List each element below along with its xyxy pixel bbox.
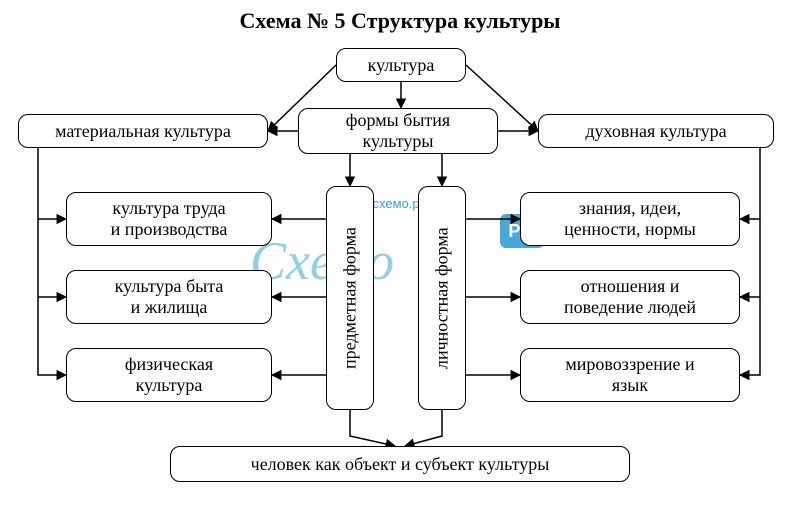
node-label: духовная культура: [585, 121, 726, 142]
node-personal-form: личностная форма: [418, 186, 466, 410]
node-worldview: мировоззрение и язык: [520, 348, 740, 402]
node-label: отношения и поведение людей: [564, 276, 696, 317]
node-object-form: предметная форма: [326, 186, 374, 410]
node-label: мировоззрение и язык: [565, 354, 694, 395]
node-label: физическая культура: [125, 354, 213, 395]
node-physical: физическая культура: [66, 348, 272, 402]
node-label: культура быта и жилища: [115, 276, 224, 317]
node-label: формы бытия культуры: [346, 110, 450, 151]
node-labor: культура труда и производства: [66, 192, 272, 246]
node-label: культура: [368, 55, 435, 76]
node-human: человек как объект и субъект культуры: [170, 446, 630, 482]
node-material: материальная культура: [18, 114, 268, 148]
node-label: материальная культура: [55, 121, 231, 142]
node-label: предметная форма: [340, 227, 361, 369]
diagram-title: Схема № 5 Структура культуры: [0, 8, 800, 34]
node-culture: культура: [336, 48, 466, 82]
node-knowledge: знания, идеи, ценности, нормы: [520, 192, 740, 246]
node-forms: формы бытия культуры: [298, 108, 498, 154]
node-spiritual: духовная культура: [538, 114, 774, 148]
node-label: культура труда и производства: [111, 198, 228, 239]
node-life: культура быта и жилища: [66, 270, 272, 324]
node-label: человек как объект и субъект культуры: [251, 454, 550, 475]
node-relations: отношения и поведение людей: [520, 270, 740, 324]
node-label: личностная форма: [432, 227, 453, 369]
node-label: знания, идеи, ценности, нормы: [564, 198, 696, 239]
